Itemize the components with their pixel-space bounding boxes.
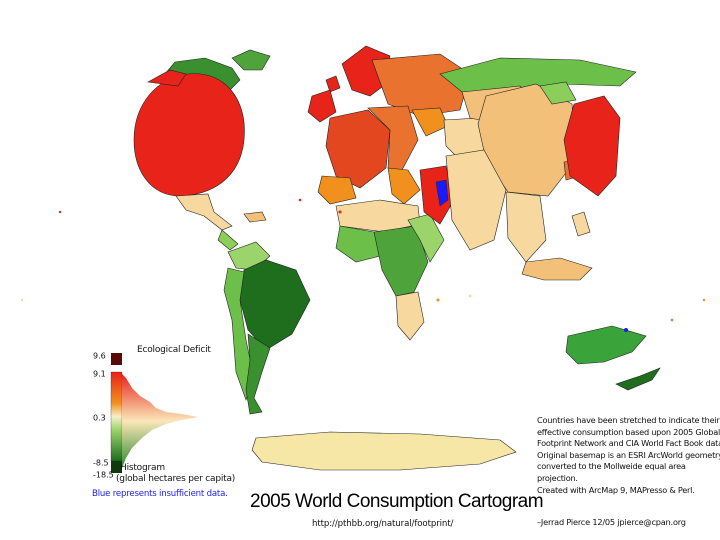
- italy-balkans-region: [387, 167, 421, 205]
- alaska-region: [147, 69, 187, 87]
- legend-top-swatch: [111, 353, 122, 365]
- philippines-region: [571, 211, 591, 237]
- new-zealand-region: [615, 367, 661, 391]
- indonesia-region: [521, 257, 593, 281]
- description-line: effective consumption based upon 2005 Gl…: [537, 426, 720, 437]
- japan-region: [563, 95, 621, 197]
- brazil-region: [239, 259, 311, 351]
- central-america-region: [217, 229, 239, 251]
- legend-histogram: [122, 374, 198, 468]
- source-url: http://pthbb.org/natural/footprint/: [312, 519, 454, 529]
- mongolia-region: [539, 81, 577, 105]
- pacific-island: [436, 298, 440, 302]
- legend-title: Ecological Deficit: [137, 345, 211, 355]
- pacific-island: [702, 298, 706, 302]
- india-region: [445, 149, 507, 251]
- author-credit: –Jerrad Pierce 12/05 jpierce@cpan.org: [537, 517, 686, 527]
- southern-africa-region: [395, 291, 425, 341]
- antarctica-region: [251, 431, 517, 471]
- western-europe-region: [325, 109, 391, 189]
- insufficient-data-region: [435, 179, 449, 207]
- legend-color-bar: [110, 371, 123, 462]
- caribbean-region: [243, 211, 267, 223]
- legend-tick: -8.5: [93, 458, 109, 468]
- west-africa-region: [335, 225, 381, 263]
- pacific-island: [58, 210, 62, 214]
- legend-bottom-swatch: [111, 461, 122, 473]
- legend-tick: -18.5: [93, 470, 114, 480]
- iceland-region: [325, 75, 341, 93]
- pacific-island: [468, 294, 472, 298]
- legend-tick: 9.6: [93, 351, 106, 361]
- mexico-region: [175, 193, 233, 231]
- description-block: Countries have been stretched to indicat…: [537, 415, 720, 496]
- australia-region: [565, 325, 647, 365]
- pacific-island: [338, 210, 342, 214]
- description-line: Original basemap is an ESRI ArcWorld geo…: [537, 449, 720, 460]
- pacific-island: [298, 198, 302, 202]
- east-africa-region: [407, 213, 445, 263]
- description-line: converted to the Mollweide equal area pr…: [537, 461, 686, 483]
- argentina-region: [245, 333, 271, 415]
- insufficient-data-island: [624, 328, 628, 332]
- description-line: Created with ArcMap 9, MAPresso & Perl.: [537, 484, 695, 495]
- histogram-caption: Histogram (global hectares per capita): [116, 463, 240, 485]
- greenland-region: [231, 49, 271, 71]
- page-title: 2005 World Consumption Cartogram: [250, 491, 544, 512]
- description-line: Countries have been stretched to indicat…: [537, 415, 720, 425]
- pacific-island: [670, 318, 674, 322]
- united-states-region: [133, 73, 245, 197]
- histogram-label: Histogram: [120, 463, 165, 473]
- histogram-units: (global hectares per capita): [116, 474, 236, 484]
- legend-tick: 0.3: [93, 413, 106, 423]
- iberia-region: [317, 175, 357, 205]
- description-line: Footprint Network and CIA World Fact Boo…: [537, 438, 720, 449]
- southeast-asia-region: [505, 191, 547, 263]
- pacific-island: [20, 298, 24, 302]
- legend-tick: 9.1: [93, 369, 106, 379]
- uk-region: [307, 89, 337, 123]
- insufficient-data-note: Blue represents insufficient data.: [92, 489, 228, 499]
